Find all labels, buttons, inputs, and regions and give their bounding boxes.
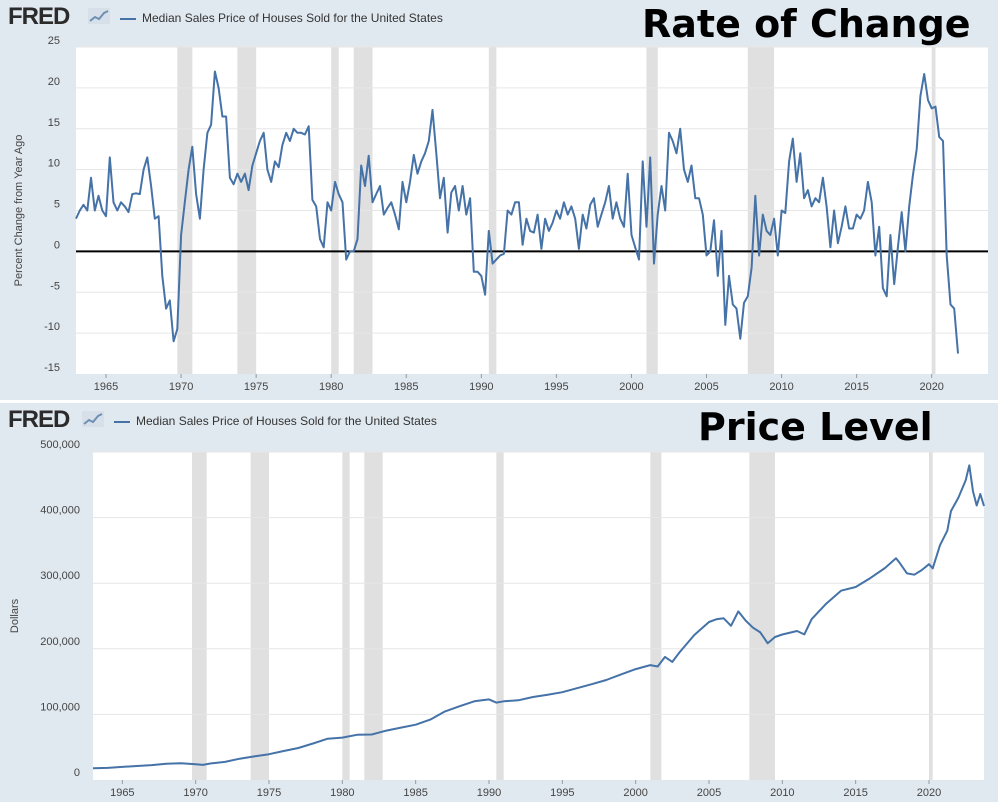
legend: Median Sales Price of Houses Sold for th… — [120, 11, 443, 25]
x-tick-label: 1965 — [110, 787, 134, 799]
recession-band — [192, 452, 207, 780]
y-tick-label: 200,000 — [40, 636, 80, 648]
y-tick-label: 300,000 — [40, 570, 80, 582]
chart-title: Price Level — [698, 405, 933, 449]
fred-logo: FRED — [8, 3, 70, 30]
recession-band — [496, 452, 504, 780]
y-tick-label: -5 — [50, 280, 60, 292]
x-tick-label: 1975 — [244, 381, 268, 393]
x-tick-label: 1980 — [330, 787, 354, 799]
x-tick-label: 1975 — [257, 787, 281, 799]
x-tick-label: 1995 — [550, 787, 574, 799]
legend: Median Sales Price of Houses Sold for th… — [114, 414, 437, 428]
legend-swatch — [120, 17, 136, 20]
price-level-panel: FRED Median Sales Price of Houses Sold f… — [0, 403, 998, 802]
plot-area — [93, 452, 984, 780]
series-line — [92, 464, 985, 770]
x-tick-label: 1985 — [394, 381, 418, 393]
legend-label: Median Sales Price of Houses Sold for th… — [136, 414, 437, 428]
x-tick-label: 2005 — [697, 787, 721, 799]
x-tick-label: 1990 — [469, 381, 493, 393]
x-tick-label: 2010 — [770, 787, 794, 799]
x-tick-label: 2020 — [917, 787, 941, 799]
x-tick-label: 2010 — [769, 381, 793, 393]
legend-label: Median Sales Price of Houses Sold for th… — [142, 11, 443, 25]
recession-band — [650, 452, 662, 780]
x-tick-label: 1970 — [169, 381, 193, 393]
recession-band — [749, 452, 775, 780]
recession-band — [342, 452, 350, 780]
y-tick-label: 5 — [54, 199, 60, 211]
panel-divider — [0, 400, 998, 403]
chart-title: Rate of Change — [642, 2, 971, 46]
rate-of-change-panel: FRED Median Sales Price of Houses Sold f… — [0, 0, 998, 400]
y-tick-label: 20 — [48, 76, 60, 88]
x-tick-label: 2015 — [844, 381, 868, 393]
x-tick-label: 1970 — [183, 787, 207, 799]
x-tick-label: 2000 — [619, 381, 643, 393]
y-tick-label: 0 — [74, 767, 80, 779]
y-tick-label: 10 — [48, 158, 60, 170]
y-tick-label: 500,000 — [40, 439, 80, 451]
x-tick-label: 2020 — [919, 381, 943, 393]
y-tick-label: 400,000 — [40, 505, 80, 517]
y-tick-label: 25 — [48, 35, 60, 47]
x-tick-label: 2005 — [694, 381, 718, 393]
legend-swatch — [114, 420, 130, 423]
fred-logo: FRED — [8, 406, 70, 433]
x-tick-label: 2015 — [843, 787, 867, 799]
x-tick-label: 2000 — [623, 787, 647, 799]
recession-band — [929, 452, 933, 780]
series-line — [75, 70, 959, 354]
y-tick-label: 0 — [54, 239, 60, 251]
fred-chart-icon — [88, 8, 110, 24]
x-tick-label: 1995 — [544, 381, 568, 393]
y-tick-label: -15 — [44, 362, 60, 374]
y-axis-label: Percent Change from Year Ago — [13, 135, 25, 287]
y-axis-label: Dollars — [9, 598, 21, 633]
recession-band — [250, 452, 269, 780]
price-level-chart: 500,000 400,000 300,000 200,000 100,000 0 1965… — [9, 439, 985, 799]
x-tick-label: 1980 — [319, 381, 343, 393]
y-tick-label: 100,000 — [40, 701, 80, 713]
fred-chart-icon — [82, 411, 104, 427]
y-tick-label: -10 — [44, 321, 60, 333]
x-tick-label: 1985 — [403, 787, 427, 799]
x-tick-label: 1965 — [94, 381, 118, 393]
x-tick-label: 1990 — [477, 787, 501, 799]
recession-band — [364, 452, 383, 780]
y-tick-label: 15 — [48, 117, 60, 129]
